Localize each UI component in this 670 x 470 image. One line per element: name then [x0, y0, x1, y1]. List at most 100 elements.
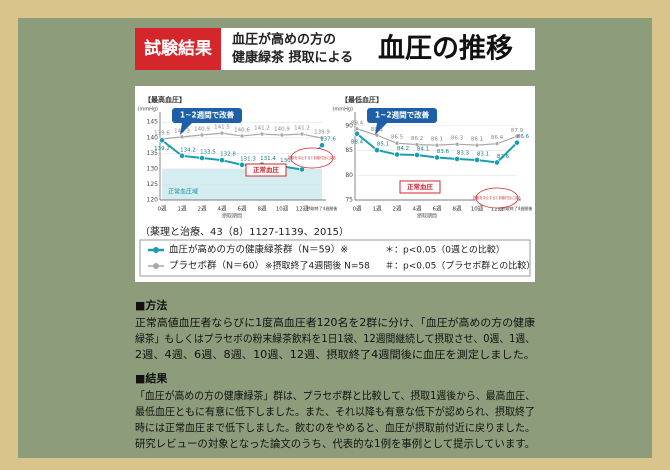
data-label: 139.9	[314, 130, 330, 136]
x-tick-label: 8週	[453, 205, 462, 213]
x-tick-label: 4週	[413, 205, 422, 213]
data-label: 86.5	[391, 135, 404, 141]
y-tick-label: 125	[147, 181, 159, 188]
paragraph-line: 時には正常血圧まで低下しました。飲むのをやめると、血圧が摂取前付近に戻りました。	[135, 421, 535, 434]
legend-label: プラセボ群（N＝60）	[169, 260, 264, 272]
point	[434, 142, 440, 148]
point	[354, 126, 360, 132]
data-label: 89.4	[351, 120, 364, 126]
x-tick-label: 2週	[198, 205, 207, 213]
y-tick-label: 120	[147, 197, 159, 204]
point	[319, 142, 325, 149]
point	[474, 142, 480, 148]
chart-title: 【最高血圧】	[144, 95, 186, 104]
data-label: 83.3	[457, 150, 470, 156]
data-label: 84.2	[397, 146, 409, 152]
point	[514, 133, 520, 139]
legend-note: ※摂取終了4週間後 N=58	[265, 260, 370, 272]
title: 血圧の推移	[378, 34, 513, 65]
callout	[172, 108, 242, 123]
data-label: 139.6	[154, 131, 170, 137]
data-label: 133.5	[200, 150, 216, 156]
x-tick-label: 摂取終了4週間後	[307, 205, 338, 211]
data-label: 140.9	[274, 126, 290, 132]
point	[279, 132, 285, 138]
x-tick-label: 2週	[393, 205, 402, 213]
callout-tip	[180, 123, 192, 135]
point	[179, 152, 185, 159]
x-tick-label: 8週	[258, 205, 267, 213]
x-tick-label: 6週	[238, 205, 247, 213]
source: （薬理と治療、43（8）1127-1139、2015）	[140, 225, 349, 238]
legend-marker	[153, 263, 159, 269]
data-label: 86.1	[471, 137, 483, 143]
badge: 試験結果	[144, 38, 212, 59]
x-tick-label: 12週	[296, 205, 309, 213]
data-label: 84.1	[417, 147, 429, 153]
paragraph-line: 正常高値血圧者ならびに1度高血圧者120名を2群に分け、「血圧が高めの方の健康	[135, 316, 536, 329]
y-tick-label: 90	[345, 122, 353, 129]
point	[299, 131, 305, 137]
point	[494, 141, 500, 146]
data-label: 131.4	[260, 156, 276, 162]
point	[354, 130, 360, 137]
point	[239, 133, 245, 139]
y-tick-label: 85	[345, 147, 353, 154]
annotation: 摂取を中止すると前値付近に戻る	[288, 155, 336, 160]
x-tick-label: 12週	[491, 205, 504, 213]
callout-tip	[375, 123, 387, 135]
point	[299, 166, 305, 173]
annotation: 摂取を中止すると前値付近に戻る	[473, 195, 521, 200]
data-label: 139.2	[154, 146, 170, 152]
point	[414, 152, 420, 158]
point	[159, 137, 165, 144]
data-label: 141.5	[214, 125, 230, 131]
x-tick-label: 10週	[471, 205, 484, 213]
annotation: 正常血圧	[407, 182, 434, 191]
x-label: 摂取期間	[417, 213, 437, 220]
x-tick-label: 10週	[276, 205, 289, 213]
subtitle: 健康緑茶 摂取による	[232, 50, 353, 66]
data-label: 132.8	[220, 152, 236, 158]
y-tick-label: 75	[345, 197, 353, 204]
annotation-box	[399, 180, 441, 194]
data-label: 131.3	[240, 156, 256, 162]
annotation: 正常血圧	[253, 165, 280, 174]
data-label: 130.8	[280, 158, 296, 164]
chart-title: 【最低血圧】	[341, 95, 383, 104]
paragraph-line: 「血圧が高めの方の健康緑茶」群は、プラセボ群と比較して、摂取1週後から、最高血圧…	[135, 389, 535, 402]
data-label: 83.1	[477, 151, 489, 157]
data-label: 86.2	[411, 136, 423, 142]
x-tick-label: 6週	[433, 205, 442, 213]
annotation: 1~2週間で改善	[180, 110, 235, 120]
point	[259, 131, 265, 137]
annotation: 正常血圧域	[168, 188, 198, 196]
point	[199, 155, 205, 161]
point	[219, 130, 225, 136]
point	[414, 142, 420, 147]
data-label: 82.6	[497, 154, 510, 160]
subtitle: 血圧が高めの方の	[232, 32, 336, 48]
paragraph-line: 最低血圧ともに有意に低下しました。また、それ以降も有意な低下が認められ、摂取終了	[135, 405, 535, 418]
point	[474, 157, 480, 163]
data-label: 86.4	[491, 135, 504, 141]
annotation: 1~2週間で改善	[375, 110, 430, 120]
legend-note: ＃：p<0.05（プラセボ群との比較）	[385, 260, 535, 272]
point	[394, 140, 400, 146]
data-label: 83.6	[437, 149, 450, 155]
paragraph-line: 緑茶」もしくはプラセボの粉末緑茶飲料を1日1袋、12週間継続して摂取させ、0週、…	[135, 332, 535, 345]
annotation-circle	[290, 147, 334, 169]
callout	[367, 108, 437, 123]
legend-note: ＊：p<0.05（0週との比較）	[385, 244, 505, 256]
point	[454, 156, 460, 162]
data-label: 137.6	[320, 137, 336, 143]
point	[374, 147, 380, 153]
point	[239, 161, 245, 168]
legend-box	[139, 239, 531, 277]
x-tick-label: 0週	[158, 205, 167, 213]
x-tick-label: 1週	[373, 205, 382, 213]
badge-box	[135, 28, 221, 70]
data-label: 140.6	[234, 127, 250, 133]
x-tick-label: 1週	[178, 205, 187, 213]
annotation-box	[245, 163, 287, 177]
